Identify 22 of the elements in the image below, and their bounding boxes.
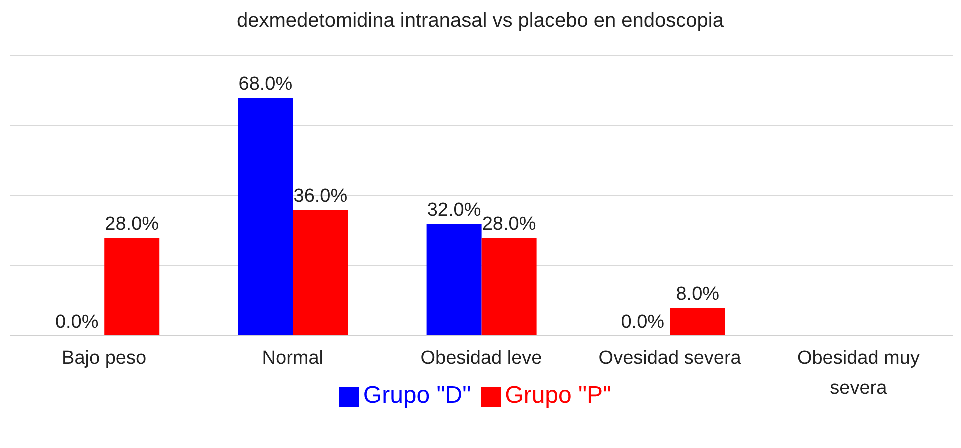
x-tick-label: Obesidad leve xyxy=(420,348,542,369)
chart-title: dexmedetomidina intranasal vs placebo en endoscopia xyxy=(236,9,725,34)
x-tick-label: Ovesidad severa xyxy=(598,348,742,369)
x-tick-label: Obesidad muy severa xyxy=(797,348,920,399)
x-tick-label: Normal xyxy=(262,348,324,369)
data-label: 68.0% xyxy=(238,74,293,95)
legend-label: Grupo "D" xyxy=(363,382,472,409)
legend-label: Grupo "P" xyxy=(505,382,612,409)
data-label: 32.0% xyxy=(427,200,482,221)
data-label: 0.0% xyxy=(55,312,99,333)
bar xyxy=(238,98,294,336)
data-label: 8.0% xyxy=(676,284,720,305)
bar xyxy=(482,238,537,336)
bar xyxy=(670,308,726,336)
bar xyxy=(293,210,348,336)
x-tick-label: Bajo peso xyxy=(62,348,147,369)
data-label: 0.0% xyxy=(621,312,665,333)
data-label: 36.0% xyxy=(294,186,348,207)
data-label: 28.0% xyxy=(105,214,160,235)
data-label: 28.0% xyxy=(482,214,536,235)
bar xyxy=(426,224,482,336)
bar xyxy=(104,238,160,336)
